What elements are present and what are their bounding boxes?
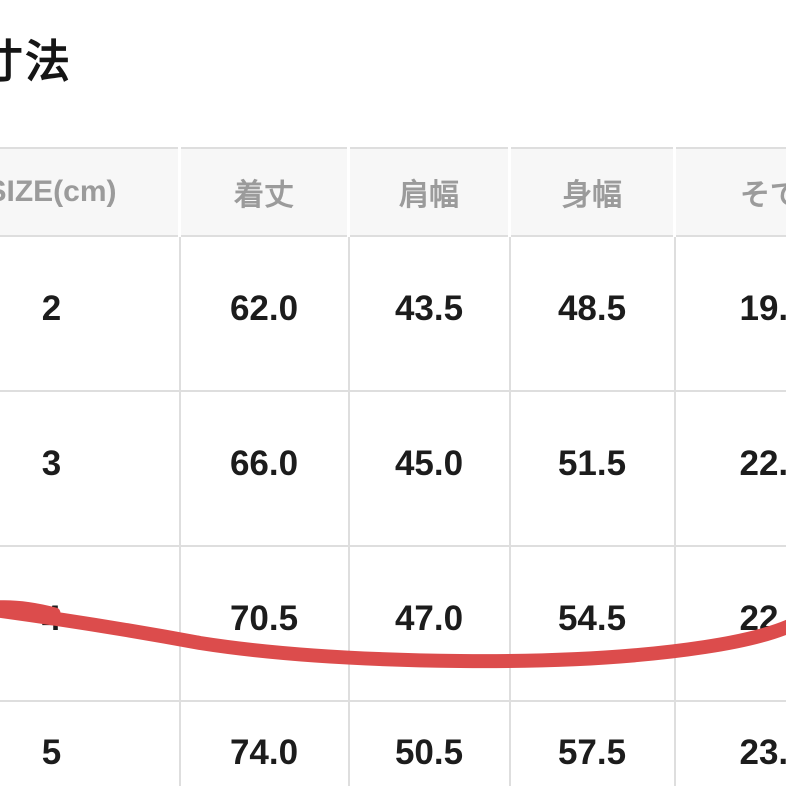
- cell-chest: 54.5: [508, 545, 676, 702]
- column-header-size: SIZE(cm): [0, 147, 181, 237]
- column-header-shoulder: 肩幅: [347, 147, 511, 237]
- cell-shoulder: 43.5: [347, 235, 511, 392]
- table-row-size-4: 4 70.5 47.0 54.5 22.: [0, 545, 786, 702]
- cell-size: 2: [0, 235, 181, 392]
- column-header-sleeve: そで: [673, 147, 786, 237]
- table-header-row: SIZE(cm) 着丈 肩幅 身幅 そで: [0, 147, 786, 237]
- cell-shoulder: 47.0: [347, 545, 511, 702]
- table-row-size-3: 3 66.0 45.0 51.5 22.: [0, 390, 786, 547]
- size-spec-table: SIZE(cm) 着丈 肩幅 身幅 そで 2 62.0 43.5 48.5 19…: [0, 147, 786, 786]
- table-row-size-2: 2 62.0 43.5 48.5 19.: [0, 235, 786, 392]
- cell-sleeve: 19.: [673, 235, 786, 392]
- cell-sleeve: 22.: [673, 390, 786, 547]
- cell-length: 74.0: [178, 700, 350, 786]
- table-row-size-5: 5 74.0 50.5 57.5 23.: [0, 700, 786, 786]
- cell-size: 4: [0, 545, 181, 702]
- cell-sleeve: 23.: [673, 700, 786, 786]
- column-header-chest: 身幅: [508, 147, 676, 237]
- column-header-length: 着丈: [178, 147, 350, 237]
- cell-size: 5: [0, 700, 181, 786]
- cell-chest: 51.5: [508, 390, 676, 547]
- page-title: 寸法: [0, 36, 73, 87]
- cell-size: 3: [0, 390, 181, 547]
- cell-chest: 48.5: [508, 235, 676, 392]
- cell-length: 66.0: [178, 390, 350, 547]
- cell-length: 70.5: [178, 545, 350, 702]
- cell-length: 62.0: [178, 235, 350, 392]
- cell-shoulder: 50.5: [347, 700, 511, 786]
- cell-sleeve: 22.: [673, 545, 786, 702]
- cell-shoulder: 45.0: [347, 390, 511, 547]
- cell-chest: 57.5: [508, 700, 676, 786]
